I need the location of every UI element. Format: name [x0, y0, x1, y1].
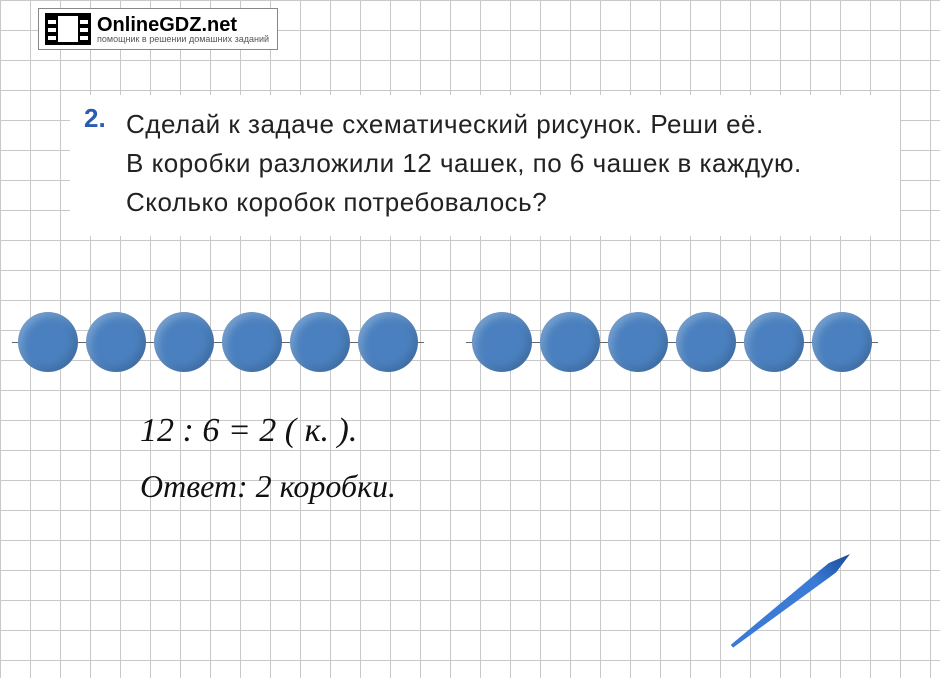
schematic-diagram	[18, 312, 872, 372]
circle	[290, 312, 350, 372]
film-icon	[45, 13, 91, 45]
circle	[540, 312, 600, 372]
circle	[18, 312, 78, 372]
logo-subtitle: помощник в решении домашних заданий	[97, 35, 269, 44]
circle	[472, 312, 532, 372]
problem-line-2: В коробки разложили 12 чашек, по 6 чашек…	[126, 148, 802, 217]
problem-line-1: Сделай к задаче схематический рисунок. Р…	[126, 109, 764, 139]
solution-answer: Ответ: 2 коробки.	[140, 468, 396, 505]
circle	[86, 312, 146, 372]
circle	[154, 312, 214, 372]
circle	[222, 312, 282, 372]
circle-group-2	[472, 312, 872, 372]
logo-title: OnlineGDZ.net	[97, 15, 269, 35]
circle	[608, 312, 668, 372]
circle	[676, 312, 736, 372]
circle	[812, 312, 872, 372]
circle	[358, 312, 418, 372]
solution-equation: 12 : 6 = 2 ( к. ).	[140, 412, 357, 450]
site-logo: OnlineGDZ.net помощник в решении домашни…	[38, 8, 278, 50]
problem-text: Сделай к задаче схематический рисунок. Р…	[126, 105, 886, 222]
problem-statement: 2. Сделай к задаче схематический рисунок…	[70, 95, 900, 236]
problem-number: 2.	[84, 103, 106, 134]
circle	[744, 312, 804, 372]
circle-group-1	[18, 312, 418, 372]
logo-text: OnlineGDZ.net помощник в решении домашни…	[97, 15, 269, 44]
pen-graphic	[728, 549, 854, 651]
